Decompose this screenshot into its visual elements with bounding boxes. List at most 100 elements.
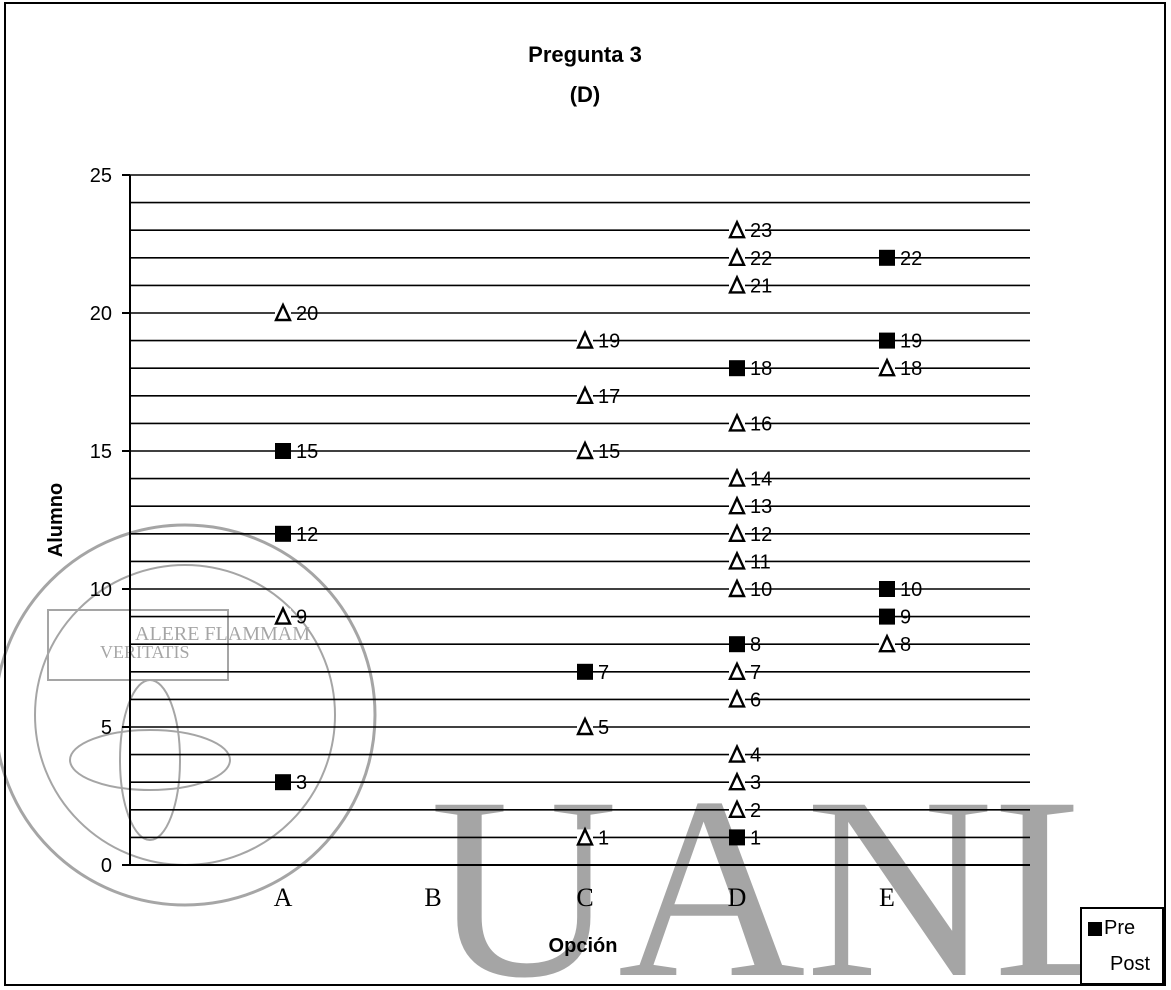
post-triangle-point bbox=[576, 716, 594, 736]
data-label: 4 bbox=[750, 745, 761, 767]
data-label: 6 bbox=[750, 689, 761, 711]
data-label: 13 bbox=[750, 496, 772, 518]
post-point-bg bbox=[729, 525, 745, 542]
data-label: 23 bbox=[750, 220, 772, 242]
post-triangle-point bbox=[728, 467, 746, 487]
data-label: 17 bbox=[598, 386, 620, 408]
post-triangle-point bbox=[728, 246, 746, 266]
post-triangle-point bbox=[728, 550, 746, 570]
legend: Pre Post bbox=[1080, 907, 1164, 985]
data-label: 12 bbox=[750, 524, 772, 546]
post-triangle-point bbox=[728, 578, 746, 598]
data-label: 8 bbox=[900, 634, 911, 656]
data-label: 7 bbox=[750, 662, 761, 684]
data-label: 18 bbox=[750, 358, 772, 380]
pre-square-point bbox=[879, 332, 895, 349]
watermark-motto-1: ALERE FLAMMAM bbox=[135, 623, 310, 645]
chart-subtitle: (D) bbox=[569, 82, 601, 107]
post-point-bg bbox=[577, 332, 593, 349]
data-label: 5 bbox=[598, 717, 609, 739]
chart-frame bbox=[4, 2, 1166, 986]
post-point-bg bbox=[729, 746, 745, 763]
post-triangle-point bbox=[576, 440, 594, 460]
post-point-bg bbox=[729, 470, 745, 487]
x-tick-label: C bbox=[576, 883, 593, 912]
data-label: 22 bbox=[750, 248, 772, 270]
data-label: 16 bbox=[750, 413, 772, 435]
post-point-bg bbox=[729, 553, 745, 570]
post-point-bg bbox=[275, 305, 291, 321]
chart-title: Pregunta 3 bbox=[528, 42, 642, 67]
post-point-bg bbox=[577, 443, 593, 459]
data-label: 8 bbox=[750, 634, 761, 656]
data-label: 15 bbox=[296, 441, 318, 463]
post-triangle-point bbox=[728, 495, 746, 515]
x-tick-label: B bbox=[424, 883, 441, 912]
data-label: 11 bbox=[750, 551, 771, 573]
data-label: 1 bbox=[598, 827, 609, 849]
legend-item-post: Post bbox=[1110, 953, 1150, 976]
post-point-bg bbox=[729, 277, 745, 294]
post-point-bg bbox=[879, 636, 895, 653]
post-point-bg bbox=[729, 415, 745, 432]
data-label: 9 bbox=[296, 607, 307, 629]
data-label: 14 bbox=[750, 469, 772, 491]
data-label: 19 bbox=[598, 331, 620, 353]
data-label: 12 bbox=[296, 524, 318, 546]
legend-square-icon bbox=[1088, 921, 1102, 936]
post-point-bg bbox=[729, 498, 745, 515]
post-triangle-point bbox=[728, 660, 746, 680]
data-label: 22 bbox=[900, 248, 922, 270]
y-axis-title: Alumno bbox=[45, 483, 67, 557]
data-label: 1 bbox=[750, 827, 761, 849]
post-point-bg bbox=[577, 387, 593, 404]
pre-square-point bbox=[275, 774, 291, 791]
y-tick-label: 0 bbox=[101, 855, 112, 877]
data-label: 15 bbox=[598, 441, 620, 463]
post-point-bg bbox=[577, 829, 593, 846]
legend-label-pre: Pre bbox=[1104, 917, 1136, 939]
post-triangle-point bbox=[728, 798, 746, 818]
post-triangle-point bbox=[274, 302, 292, 322]
post-triangle-point bbox=[728, 522, 746, 542]
post-point-bg bbox=[729, 222, 745, 239]
grid-lines bbox=[130, 174, 1030, 839]
data-label: 9 bbox=[900, 607, 911, 629]
pre-square-point bbox=[879, 608, 895, 625]
pre-square-point bbox=[275, 525, 291, 542]
post-triangle-point bbox=[728, 688, 746, 708]
post-point-bg bbox=[729, 663, 745, 680]
post-triangle-point bbox=[878, 357, 896, 377]
post-triangle-point bbox=[576, 826, 594, 846]
y-tick-label: 20 bbox=[90, 303, 112, 325]
pre-square-point bbox=[879, 249, 895, 266]
post-triangle-point bbox=[728, 219, 746, 239]
data-label: 7 bbox=[598, 662, 609, 684]
post-triangle-point bbox=[728, 412, 746, 432]
data-marks: 3121571818910192292015151719234671011121… bbox=[274, 219, 922, 849]
post-triangle-point bbox=[728, 771, 746, 791]
y-tick-label: 5 bbox=[101, 717, 112, 739]
pre-square-point bbox=[275, 443, 291, 459]
data-label: 19 bbox=[900, 331, 922, 353]
x-tick-label: D bbox=[728, 883, 747, 912]
post-triangle-point bbox=[728, 274, 746, 294]
post-point-bg bbox=[729, 249, 745, 266]
data-label: 10 bbox=[900, 579, 922, 601]
data-label: 20 bbox=[296, 303, 318, 325]
data-label: 3 bbox=[750, 772, 761, 794]
pre-square-point bbox=[879, 581, 895, 597]
post-point-bg bbox=[275, 608, 291, 625]
post-point-bg bbox=[729, 691, 745, 708]
data-label: 3 bbox=[296, 772, 307, 794]
post-point-bg bbox=[879, 360, 895, 377]
post-point-bg bbox=[729, 774, 745, 791]
y-tick-label: 25 bbox=[90, 165, 112, 187]
post-triangle-point bbox=[878, 633, 896, 653]
legend-item-pre: Pre bbox=[1088, 917, 1135, 940]
post-point-bg bbox=[577, 719, 593, 735]
data-label: 21 bbox=[750, 275, 772, 297]
post-point-bg bbox=[729, 801, 745, 818]
x-axis-title: Opción bbox=[549, 935, 618, 957]
y-tick-label: 10 bbox=[90, 579, 112, 601]
